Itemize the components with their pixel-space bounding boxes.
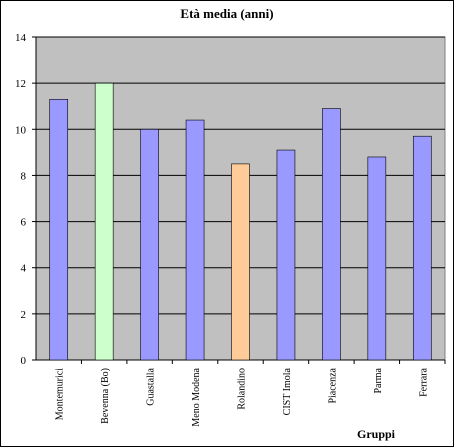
x-tick-label: Montemurici [55, 368, 66, 420]
bar [185, 119, 205, 361]
chart-title: Età media (anni) [180, 6, 273, 21]
x-tick-label: Bevenna (Bo) [100, 368, 111, 424]
bar [367, 156, 387, 361]
bar [322, 108, 341, 361]
x-tick-label: Guastalla [146, 367, 157, 405]
y-tick-label: 8 [21, 170, 27, 182]
y-tick-label: 4 [21, 263, 27, 275]
y-tick-label: 14 [15, 32, 27, 44]
x-tick-label: CIST Imola [282, 367, 293, 415]
x-tick-label: Ferrara [418, 367, 429, 396]
bar [140, 128, 159, 361]
bar [231, 163, 250, 361]
bar [412, 135, 432, 361]
x-axis-label: Gruppi [357, 427, 396, 441]
y-tick-label: 2 [21, 309, 27, 321]
x-tick-label: Parma [373, 367, 384, 393]
bar [49, 98, 69, 361]
bar [94, 82, 114, 361]
y-tick-label: 6 [21, 217, 27, 229]
bar [276, 149, 296, 361]
y-tick-label: 0 [21, 355, 27, 367]
y-tick-label: 12 [15, 78, 26, 90]
x-tick-label: Rolandino [237, 368, 248, 410]
x-tick-label: Piacenza [327, 367, 338, 403]
x-tick-label: Meno Modena [191, 367, 202, 426]
y-tick-label: 10 [15, 124, 27, 136]
